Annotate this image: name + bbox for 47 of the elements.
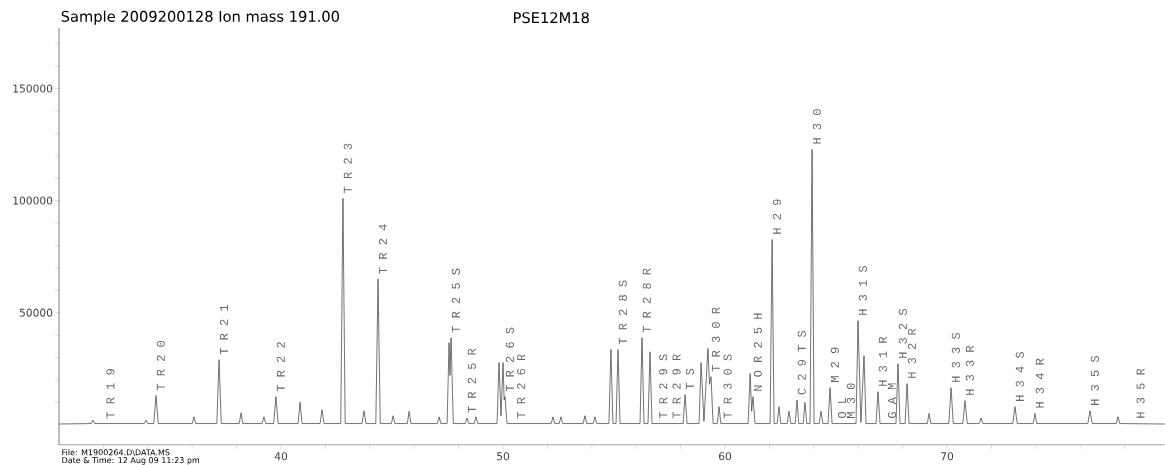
- annotation: T R 2 2: [276, 342, 285, 392]
- annotation: T R 2 6 R: [517, 354, 526, 419]
- annotation: H 3 2 R: [907, 328, 916, 378]
- annotation: T R 3 0 S: [723, 354, 732, 419]
- text: File: M1900264.D\DATA.MS: [62, 449, 170, 457]
- annotation: O L: [837, 397, 847, 419]
- annotation: T R 2 9 S: [659, 354, 668, 419]
- annotation: H 3 4 R: [1035, 358, 1044, 408]
- x-tick-label: 70: [941, 452, 954, 461]
- annotation: T R 2 5 R: [467, 348, 476, 413]
- chart-title: Sample 2009200128 Ion mass 191.00: [61, 10, 340, 25]
- annotation: T R 2 6 S: [505, 327, 514, 392]
- annotation: T R 1 9: [106, 369, 115, 419]
- y-tick-label: 150000: [13, 84, 53, 93]
- x-tick-label: 60: [719, 452, 732, 461]
- annotation: C 2 9 T S: [797, 330, 806, 395]
- text: Date & Time: 12 Aug 09 11:23 pm: [62, 457, 200, 465]
- annotation: T R 2 3: [343, 143, 352, 194]
- annotation: T R 3 0 R: [711, 307, 720, 372]
- annotation: N O R 2 5 H: [753, 313, 762, 391]
- y-tick-label: 100000: [13, 196, 53, 205]
- x-tick-label: 40: [274, 452, 288, 461]
- annotation: H 3 2 S: [898, 309, 907, 358]
- annotation: T S: [685, 368, 694, 390]
- y-tick-label: 50000: [19, 308, 53, 317]
- annotation: H 3 3 S: [951, 333, 960, 382]
- annotation: T R 2 4: [378, 224, 387, 274]
- annotation: H 3 4 S: [1015, 352, 1024, 401]
- annotation: T R 2 0: [156, 341, 165, 391]
- line-series: [58, 149, 1165, 425]
- annotation: H 3 5 S: [1090, 356, 1099, 405]
- chart-subtitle: PSE12M18: [514, 12, 589, 24]
- annotation: T R 2 1: [219, 305, 228, 355]
- annotation: H 2 9: [772, 199, 781, 234]
- annotation: M 2 9: [830, 347, 839, 383]
- annotation: H 3 1 R: [878, 336, 887, 386]
- annotation: H 3 5 R: [1136, 368, 1145, 418]
- annotation: H 3 0: [812, 109, 821, 144]
- annotation: T R 2 9 R: [672, 354, 681, 419]
- annotation: T R 2 8 R: [642, 268, 651, 333]
- annotation: M 3 0: [846, 383, 855, 418]
- x-tick-label: 50: [497, 452, 510, 461]
- annotation: T R 2 5 S: [451, 268, 460, 333]
- annotation: H 3 1 S: [858, 266, 867, 315]
- annotation: T R 2 8 S: [618, 280, 627, 345]
- annotation: H 3 3 R: [965, 345, 974, 395]
- annotation: G A M: [887, 383, 896, 419]
